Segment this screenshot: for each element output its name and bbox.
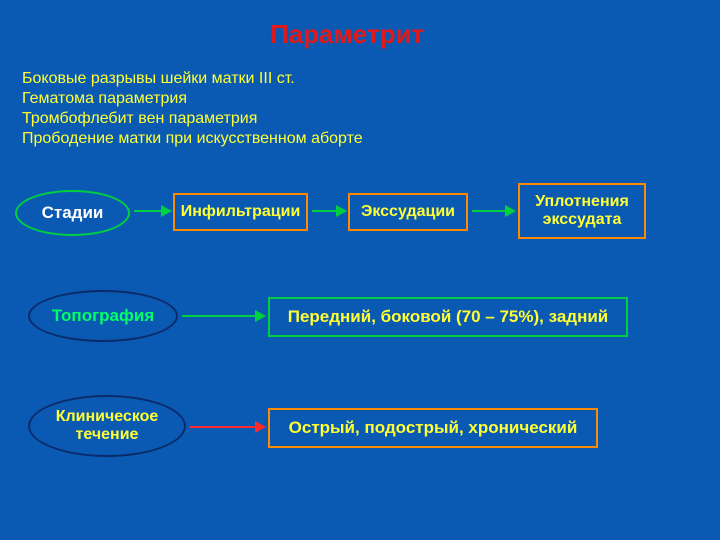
bullet-item: Прободение матки при искусственном аборт…: [22, 130, 363, 148]
node-label: Стадии: [36, 203, 110, 223]
node-label: Экссудации: [355, 203, 461, 221]
node-острый: Острый, подострый, хронический: [268, 408, 598, 448]
node-экссудации: Экссудации: [348, 193, 468, 231]
slide-root: Параметрит Боковые разрывы шейки матки I…: [0, 0, 720, 540]
node-уплотнения: Уплотнения экссудата: [518, 183, 646, 239]
arrow-shaft: [190, 426, 256, 428]
node-label: Клиническое течение: [50, 408, 165, 445]
node-передний: Передний, боковой (70 – 75%), задний: [268, 297, 628, 337]
arrow-shaft: [472, 210, 506, 212]
node-топография: Топография: [28, 290, 178, 342]
title-text: Параметрит: [270, 20, 424, 50]
arrow-head-icon: [255, 310, 266, 322]
bullet-item: Гематома параметрия: [22, 90, 363, 108]
node-label: Топография: [46, 306, 161, 326]
node-инфильтрации: Инфильтрации: [173, 193, 308, 231]
node-label: Острый, подострый, хронический: [283, 418, 584, 438]
bullet-list: Боковые разрывы шейки матки III ст. Гемат…: [22, 70, 363, 150]
node-label: Уплотнения экссудата: [529, 193, 635, 230]
slide-title: Параметрит: [270, 20, 424, 50]
arrow-shaft: [134, 210, 162, 212]
arrow-shaft: [182, 315, 256, 317]
arrow-head-icon: [505, 205, 516, 217]
arrow-head-icon: [255, 421, 266, 433]
arrow-head-icon: [336, 205, 347, 217]
node-label: Инфильтрации: [175, 203, 307, 221]
arrow-shaft: [312, 210, 337, 212]
bullet-item: Боковые разрывы шейки матки III ст.: [22, 70, 363, 88]
node-label: Передний, боковой (70 – 75%), задний: [282, 307, 615, 327]
node-клиническое: Клиническое течение: [28, 395, 186, 457]
node-стадии: Стадии: [15, 190, 130, 236]
arrow-head-icon: [161, 205, 172, 217]
bullet-item: Тромбофлебит вен параметрия: [22, 110, 363, 128]
